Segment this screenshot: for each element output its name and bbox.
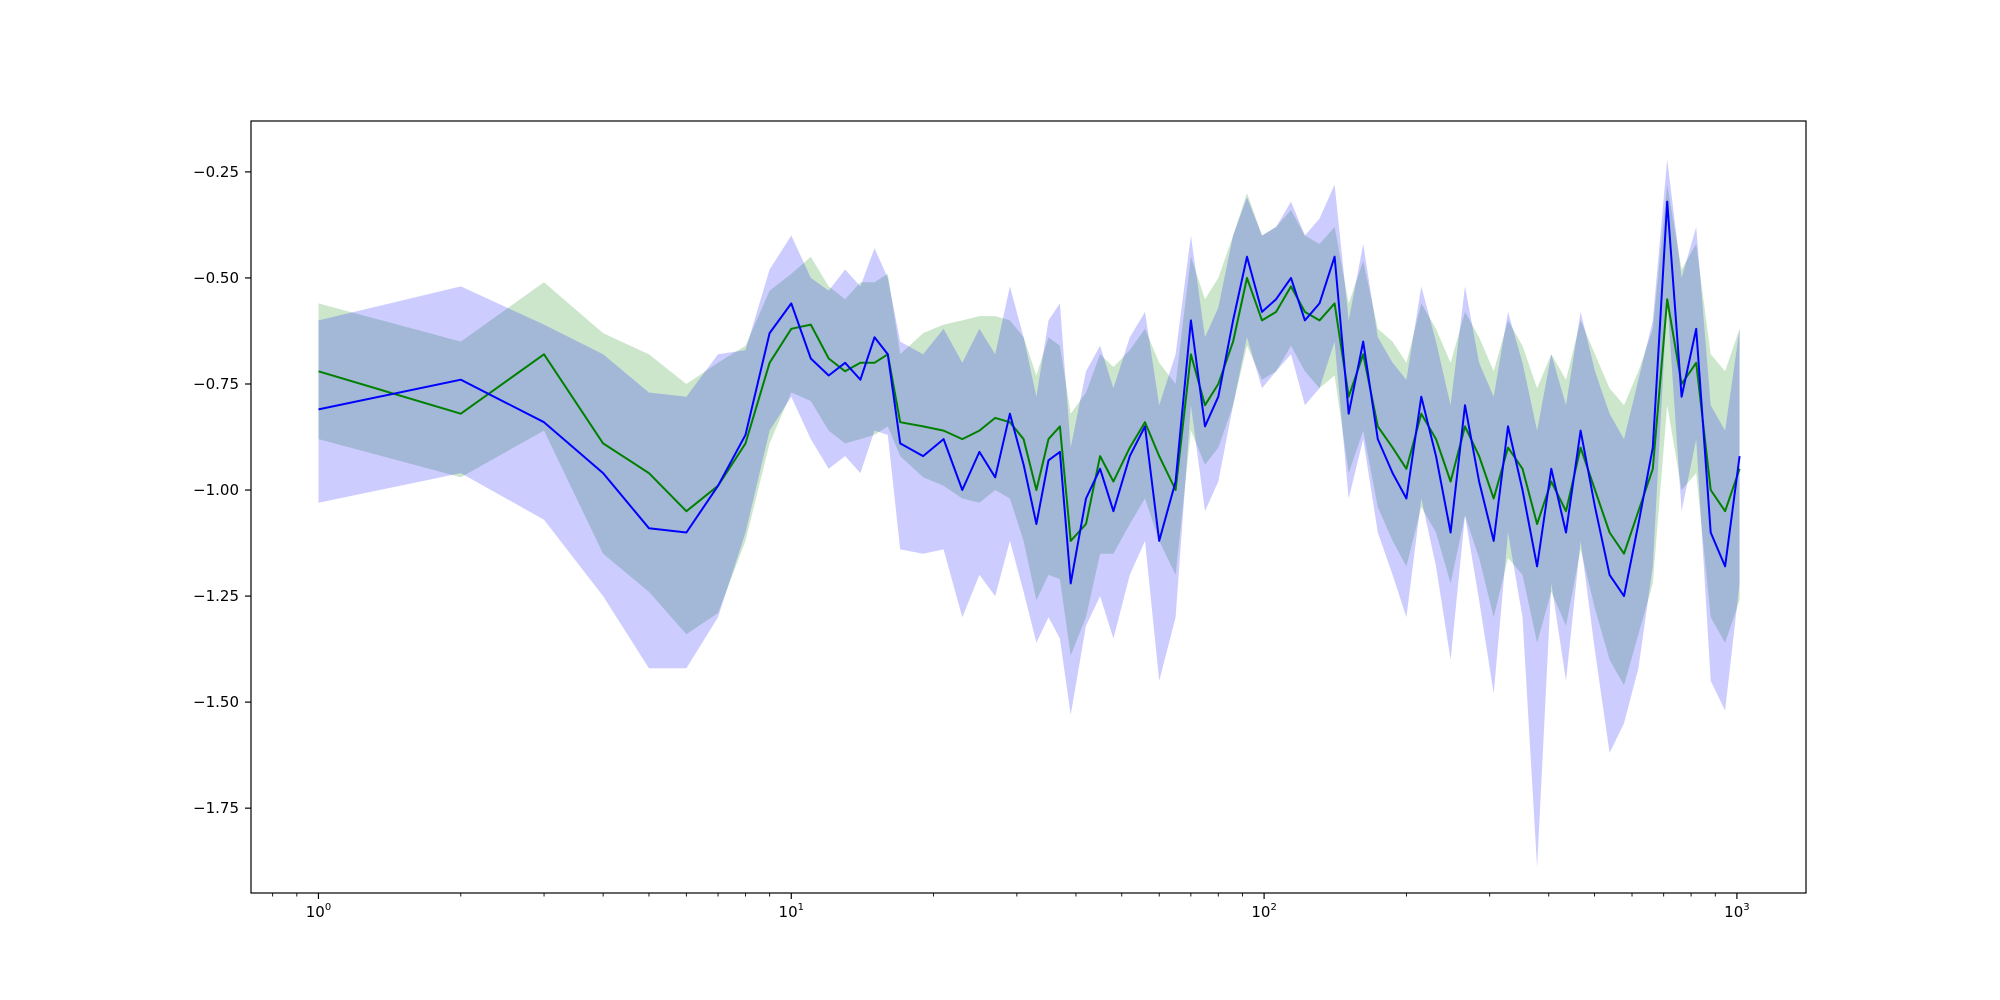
series-1-band bbox=[318, 184, 1740, 686]
series-1-line bbox=[318, 276, 1741, 555]
confidence-bands bbox=[318, 159, 1740, 868]
x-tick-label: 100 bbox=[306, 902, 331, 921]
y-tick-label: −1.50 bbox=[193, 693, 239, 711]
series-lines bbox=[318, 200, 1741, 598]
x-tick-label-exponent: 0 bbox=[325, 902, 331, 913]
y-tick-label: −0.75 bbox=[193, 375, 239, 393]
y-tick-label: −1.00 bbox=[193, 481, 239, 499]
series-2-band bbox=[318, 159, 1740, 868]
x-axis: 100 101 102 103 bbox=[272, 893, 1750, 921]
x-tick-label-exponent: 1 bbox=[798, 902, 804, 913]
x-tick-label: 102 bbox=[1251, 902, 1276, 921]
x-tick-label: 103 bbox=[1724, 902, 1749, 921]
y-tick-label: −0.50 bbox=[193, 269, 239, 287]
y-axis: −1.75 −1.50 −1.25 −1.00 −0.75 −0.50 −0.25 bbox=[193, 163, 251, 817]
x-tick-label-base: 10 bbox=[1251, 903, 1270, 921]
x-tick-label-exponent: 2 bbox=[1270, 902, 1276, 913]
series-2-line bbox=[318, 200, 1741, 598]
x-tick-label: 101 bbox=[779, 902, 804, 921]
x-tick-label-base: 10 bbox=[306, 903, 325, 921]
x-tick-label-base: 10 bbox=[779, 903, 798, 921]
y-tick-label: −1.25 bbox=[193, 587, 239, 605]
x-tick-label-exponent: 3 bbox=[1743, 902, 1749, 913]
y-tick-label: −1.75 bbox=[193, 799, 239, 817]
x-tick-label-base: 10 bbox=[1724, 903, 1743, 921]
y-tick-label: −0.25 bbox=[193, 163, 239, 181]
plot-frame bbox=[250, 120, 1807, 894]
